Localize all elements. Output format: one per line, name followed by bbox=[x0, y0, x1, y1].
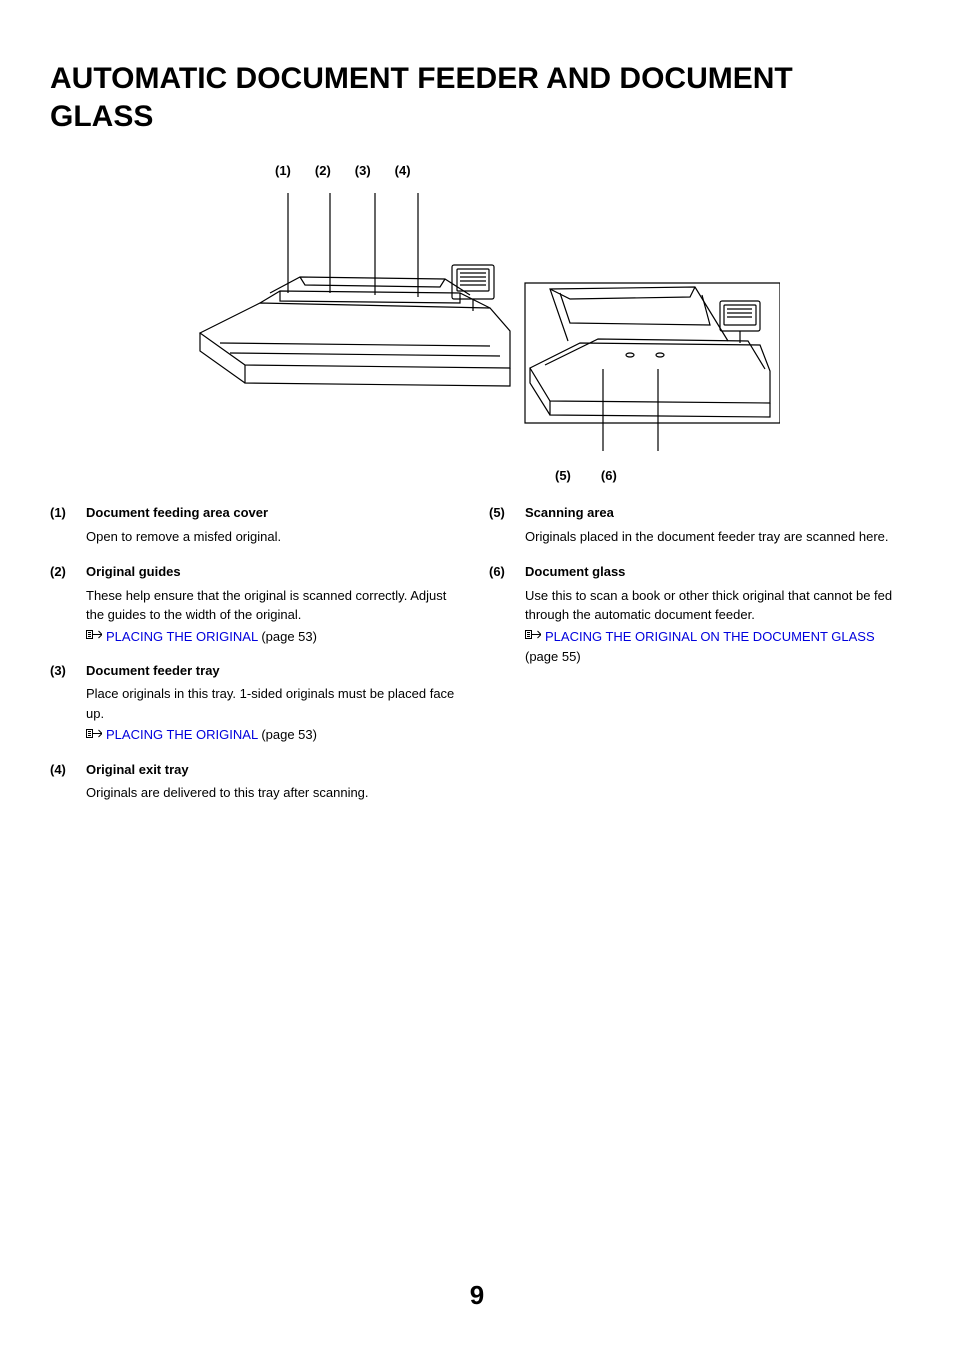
item-link-line: PLACING THE ORIGINAL ON THE DOCUMENT GLA… bbox=[525, 627, 904, 667]
right-column: (5)Scanning area Originals placed in the … bbox=[489, 503, 904, 819]
item-number: (3) bbox=[50, 661, 86, 746]
list-item: (6)Document glass Use this to scan a book… bbox=[489, 562, 904, 666]
item-description: Originals placed in the document feeder … bbox=[525, 527, 904, 547]
diagram-area: (1) (2) (3) (4) bbox=[50, 163, 904, 483]
item-number: (4) bbox=[50, 760, 86, 805]
item-body: Original guides These help ensure that th… bbox=[86, 562, 465, 647]
item-number: (6) bbox=[489, 562, 525, 666]
callout-5: (5) bbox=[555, 468, 571, 483]
callout-1: (1) bbox=[275, 163, 291, 178]
list-item: (5)Scanning area Originals placed in the … bbox=[489, 503, 904, 548]
callout-3: (3) bbox=[355, 163, 371, 178]
callout-4: (4) bbox=[395, 163, 411, 178]
page-reference: (page 55) bbox=[525, 649, 581, 664]
item-title: Document feeder tray bbox=[86, 661, 465, 681]
item-body: Original exit tray Originals are delivere… bbox=[86, 760, 465, 805]
item-body: Document feeder tray Place originals in t… bbox=[86, 661, 465, 746]
item-body: Document glass Use this to scan a book or… bbox=[525, 562, 904, 666]
page-title: AUTOMATIC DOCUMENT FEEDER AND DOCUMENT G… bbox=[50, 60, 904, 135]
list-item: (4)Original exit tray Originals are deliv… bbox=[50, 760, 465, 805]
reference-icon bbox=[86, 627, 102, 647]
callout-6: (6) bbox=[601, 468, 617, 483]
page-number: 9 bbox=[0, 1280, 954, 1311]
item-description: Open to remove a misfed original. bbox=[86, 527, 465, 547]
list-item: (2)Original guides These help ensure that… bbox=[50, 562, 465, 647]
bottom-callouts: (5) (6) bbox=[555, 468, 617, 483]
item-number: (2) bbox=[50, 562, 86, 647]
item-link-line: PLACING THE ORIGINAL (page 53) bbox=[86, 725, 465, 745]
reference-icon bbox=[86, 726, 102, 746]
printer-illustration bbox=[190, 193, 780, 453]
item-number: (5) bbox=[489, 503, 525, 548]
item-title: Original guides bbox=[86, 562, 465, 582]
callout-2: (2) bbox=[315, 163, 331, 178]
cross-reference-link[interactable]: PLACING THE ORIGINAL bbox=[106, 629, 258, 644]
item-number: (1) bbox=[50, 503, 86, 548]
page-reference: (page 53) bbox=[258, 727, 317, 742]
left-column: (1)Document feeding area cover Open to re… bbox=[50, 503, 465, 819]
cross-reference-link[interactable]: PLACING THE ORIGINAL ON THE DOCUMENT GLA… bbox=[545, 629, 875, 644]
item-title: Original exit tray bbox=[86, 760, 465, 780]
item-description: Use this to scan a book or other thick o… bbox=[525, 586, 904, 625]
list-item: (3)Document feeder tray Place originals i… bbox=[50, 661, 465, 746]
item-body: Scanning area Originals placed in the doc… bbox=[525, 503, 904, 548]
reference-icon bbox=[525, 627, 541, 647]
list-item: (1)Document feeding area cover Open to re… bbox=[50, 503, 465, 548]
item-link-line: PLACING THE ORIGINAL (page 53) bbox=[86, 627, 465, 647]
item-title: Scanning area bbox=[525, 503, 904, 523]
item-title: Document feeding area cover bbox=[86, 503, 465, 523]
top-callouts: (1) (2) (3) (4) bbox=[275, 163, 411, 178]
item-description: Originals are delivered to this tray aft… bbox=[86, 783, 465, 803]
page-reference: (page 53) bbox=[258, 629, 317, 644]
item-description: Place originals in this tray. 1-sided or… bbox=[86, 684, 465, 723]
cross-reference-link[interactable]: PLACING THE ORIGINAL bbox=[106, 727, 258, 742]
item-body: Document feeding area cover Open to remov… bbox=[86, 503, 465, 548]
description-columns: (1)Document feeding area cover Open to re… bbox=[50, 503, 904, 819]
item-description: These help ensure that the original is s… bbox=[86, 586, 465, 625]
item-title: Document glass bbox=[525, 562, 904, 582]
